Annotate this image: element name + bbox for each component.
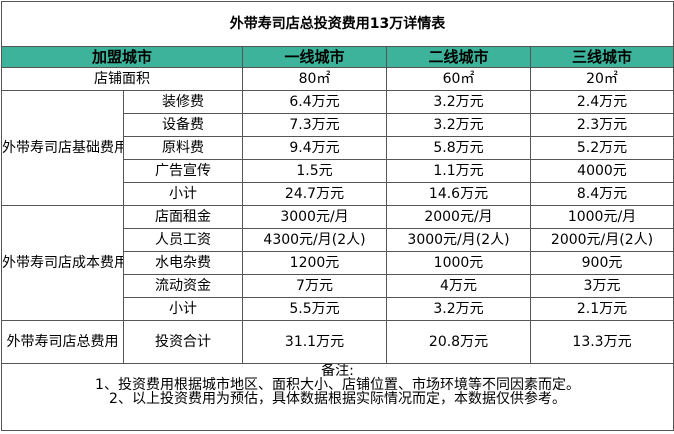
value-tier2: 3.2万元 <box>386 90 531 114</box>
item-label: 小计 <box>123 297 243 321</box>
value-tier3: 1000元/月 <box>530 205 674 229</box>
header-tier1: 一线城市 <box>242 46 387 68</box>
value-tier3: 2.3万元 <box>530 113 674 137</box>
value-tier3: 2.4万元 <box>530 90 674 114</box>
value-tier1: 1200元 <box>242 251 387 275</box>
item-label: 小计 <box>123 182 243 206</box>
value-tier3: 2000元/月(2人) <box>530 228 674 252</box>
value-tier3: 5.2万元 <box>530 136 674 160</box>
total-tier3: 13.3万元 <box>530 320 674 364</box>
value-tier1: 7万元 <box>242 274 387 298</box>
header-tier3: 三线城市 <box>530 46 674 68</box>
value-tier1: 6.4万元 <box>242 90 387 114</box>
group-label-cost: 外带寿司店成本费用 <box>1 205 124 321</box>
item-label: 流动资金 <box>123 274 243 298</box>
item-label: 广告宣传 <box>123 159 243 183</box>
value-tier2: 4万元 <box>386 274 531 298</box>
item-label: 店面租金 <box>123 205 243 229</box>
value-tier2: 5.8万元 <box>386 136 531 160</box>
total-row: 外带寿司店总费用 投资合计 31.1万元 20.8万元 13.3万元 <box>1 320 674 364</box>
value-tier2: 1000元 <box>386 251 531 275</box>
table-row: 广告宣传 1.5元 1.1万元 4000元 <box>2 159 674 183</box>
table-row: 流动资金 7万元 4万元 3万元 <box>2 274 674 298</box>
area-row: 店铺面积 80㎡ 60㎡ 20㎡ <box>1 67 674 91</box>
item-label: 设备费 <box>123 113 243 137</box>
item-label: 装修费 <box>123 90 243 114</box>
value-tier1: 5.5万元 <box>242 297 387 321</box>
group-label-basic: 外带寿司店基础费用 <box>1 90 124 206</box>
table-row: 设备费 7.3万元 3.2万元 2.3万元 <box>2 113 674 137</box>
notes-cell: 备注: 1、投资费用根据城市地区、面积大小、店铺位置、市场环境等不同因素而定。 … <box>1 363 674 431</box>
value-tier3: 900元 <box>530 251 674 275</box>
value-tier2: 14.6万元 <box>386 182 531 206</box>
total-tier2: 20.8万元 <box>386 320 531 364</box>
value-tier2: 2000元/月 <box>386 205 531 229</box>
notes-line: 1、投资费用根据城市地区、面积大小、店铺位置、市场环境等不同因素而定。 <box>95 377 580 393</box>
value-tier3: 2.1万元 <box>530 297 674 321</box>
header-row: 加盟城市 一线城市 二线城市 三线城市 <box>1 46 674 68</box>
total-tier1: 31.1万元 <box>242 320 387 364</box>
notes-row: 备注: 1、投资费用根据城市地区、面积大小、店铺位置、市场环境等不同因素而定。 … <box>1 363 674 431</box>
area-label: 店铺面积 <box>1 67 243 91</box>
value-tier1: 1.5元 <box>242 159 387 183</box>
header-tier2: 二线城市 <box>386 46 531 68</box>
header-city: 加盟城市 <box>1 46 243 68</box>
value-tier1: 9.4万元 <box>242 136 387 160</box>
group-label-total: 外带寿司店总费用 <box>1 320 124 364</box>
table-title: 外带寿司店总投资费用13万详情表 <box>1 1 674 47</box>
value-tier1: 4300元/月(2人) <box>242 228 387 252</box>
subtotal-row: 小计 5.5万元 3.2万元 2.1万元 <box>2 297 674 321</box>
item-label: 原料费 <box>123 136 243 160</box>
value-tier2: 1.1万元 <box>386 159 531 183</box>
notes-line: 2、以上投资费用为预估，具体数据根据实际情况而定，本数据仅供参考。 <box>109 391 566 407</box>
item-label: 人员工资 <box>123 228 243 252</box>
value-tier1: 3000元/月 <box>242 205 387 229</box>
area-tier3: 20㎡ <box>530 67 674 91</box>
value-tier1: 24.7万元 <box>242 182 387 206</box>
value-tier3: 4000元 <box>530 159 674 183</box>
table-row: 水电杂费 1200元 1000元 900元 <box>2 251 674 275</box>
item-label: 水电杂费 <box>123 251 243 275</box>
value-tier3: 3万元 <box>530 274 674 298</box>
notes-heading: 备注: <box>321 363 354 379</box>
subtotal-row: 小计 24.7万元 14.6万元 8.4万元 <box>2 182 674 206</box>
value-tier1: 7.3万元 <box>242 113 387 137</box>
value-tier2: 3000元/月(2人) <box>386 228 531 252</box>
value-tier2: 3.2万元 <box>386 297 531 321</box>
table-row: 外带寿司店基础费用 装修费 6.4万元 3.2万元 2.4万元 <box>1 90 674 206</box>
value-tier2: 3.2万元 <box>386 113 531 137</box>
table-row: 外带寿司店成本费用 店面租金 3000元/月 2000元/月 1000元/月 <box>1 205 674 321</box>
table-row: 原料费 9.4万元 5.8万元 5.2万元 <box>2 136 674 160</box>
total-item-label: 投资合计 <box>123 320 243 364</box>
area-tier1: 80㎡ <box>242 67 387 91</box>
table-row: 人员工资 4300元/月(2人) 3000元/月(2人) 2000元/月(2人) <box>2 228 674 252</box>
value-tier3: 8.4万元 <box>530 182 674 206</box>
area-tier2: 60㎡ <box>386 67 531 91</box>
